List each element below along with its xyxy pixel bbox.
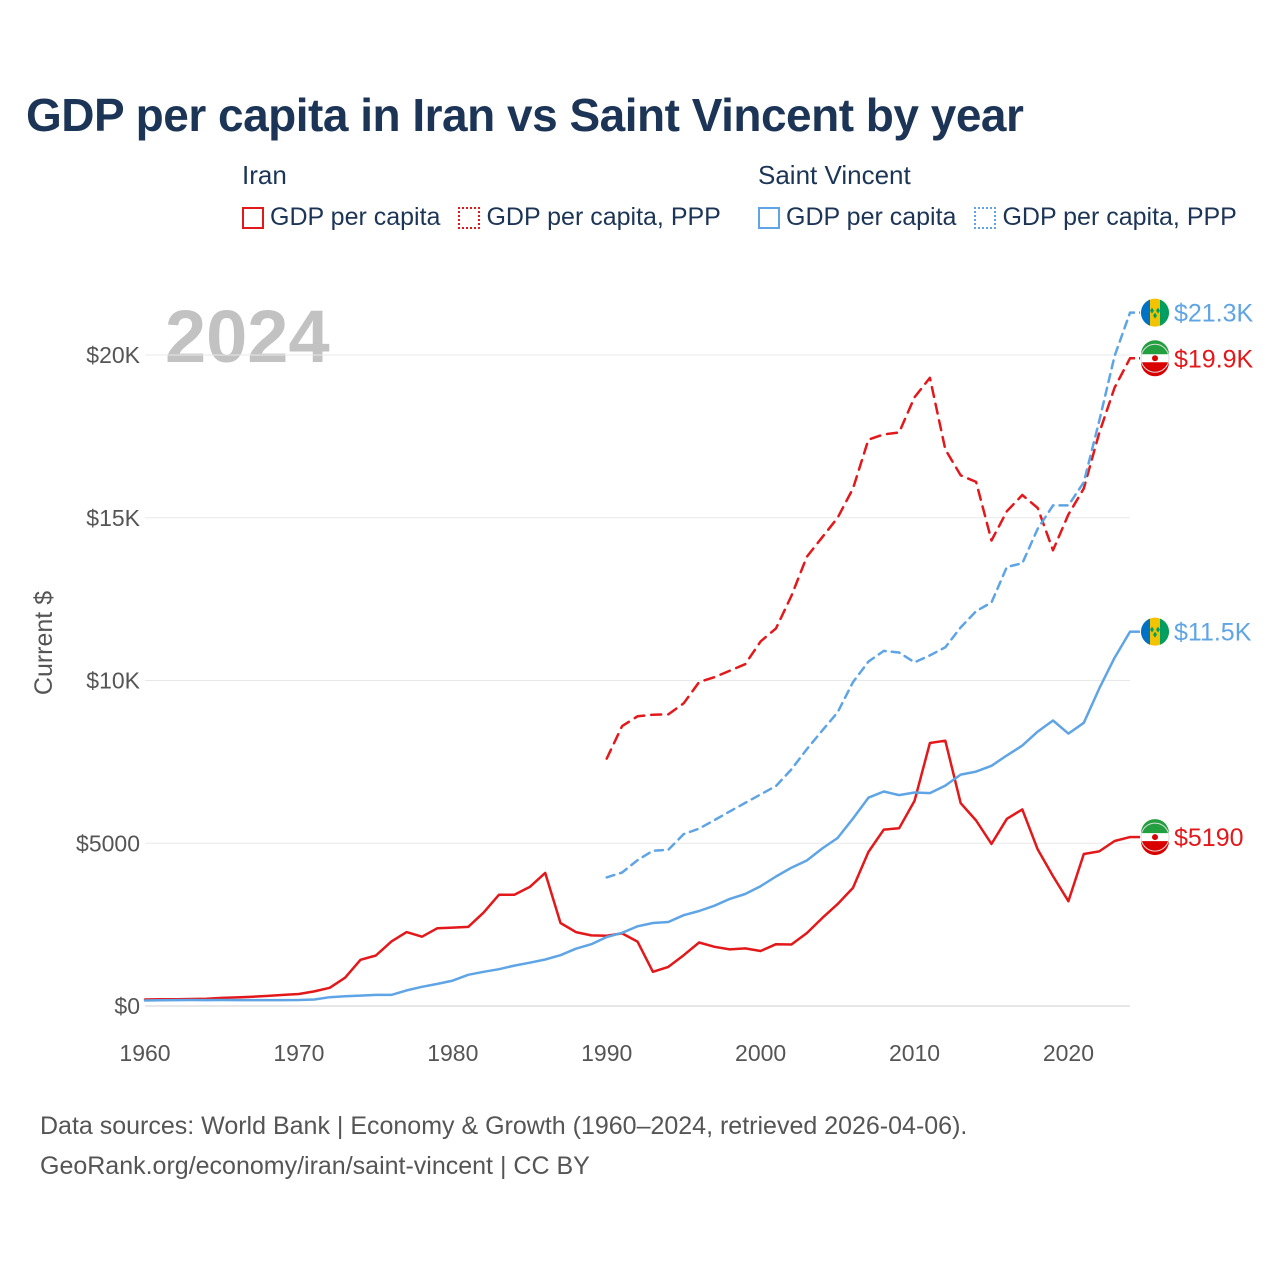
x-tick-label: 1960 bbox=[119, 1040, 170, 1066]
chart-title: GDP per capita in Iran vs Saint Vincent … bbox=[26, 89, 1024, 141]
legend-swatch-saint-vincent-gdp bbox=[758, 206, 780, 229]
series-line-iran-gdp-per-capita-ppp[interactable] bbox=[605, 357, 1132, 760]
tick-layer: $0 $5000 $10K $15K $20K 1960 1970 1980 1990 2000 2… bbox=[76, 342, 1094, 1066]
x-tick-label: 1990 bbox=[581, 1040, 632, 1066]
series-layer bbox=[143, 311, 1132, 1002]
y-tick-label: $0 bbox=[114, 993, 140, 1019]
x-tick-label: 2020 bbox=[1043, 1040, 1094, 1066]
y-tick-label: $20K bbox=[86, 342, 140, 368]
end-value-label: $19.9K bbox=[1174, 345, 1254, 373]
legend-item-iran-gdp[interactable]: GDP per capita bbox=[242, 203, 440, 232]
end-label-layer: $5190 $19.9K $11.5K $21.3K bbox=[1130, 298, 1254, 856]
legend-swatch-saint-vincent-gdp-ppp bbox=[974, 206, 997, 229]
footer: Data sources: World Bank | Economy & Gro… bbox=[40, 1106, 967, 1186]
y-tick-label: $15K bbox=[86, 505, 140, 531]
legend-country-iran: Iran bbox=[242, 160, 287, 190]
end-value-label: $11.5K bbox=[1174, 619, 1252, 647]
iran-flag-icon bbox=[1140, 340, 1170, 377]
legend-item-saint-vincent-gdp[interactable]: GDP per capita bbox=[758, 203, 956, 232]
series-line-iran-gdp-per-capita[interactable] bbox=[143, 739, 1132, 1001]
legend-country-saint-vincent: Saint Vincent bbox=[758, 160, 911, 190]
year-watermark: 2024 bbox=[165, 295, 330, 378]
y-axis-label: Current $ bbox=[30, 591, 58, 695]
y-tick-label: $5000 bbox=[76, 830, 140, 856]
legend-item-iran-gdp-ppp[interactable]: GDP per capita, PPP bbox=[458, 203, 721, 232]
legend-group-saint-vincent: Saint Vincent GDP per capita GDP per cap… bbox=[758, 160, 1237, 232]
legend-swatch-iran-gdp bbox=[242, 206, 264, 229]
legend-swatch-iran-gdp-ppp bbox=[458, 206, 481, 229]
legend-label-saint-vincent-gdp: GDP per capita bbox=[786, 203, 957, 231]
x-tick-label: 2000 bbox=[735, 1040, 786, 1066]
x-tick-label: 1970 bbox=[273, 1040, 324, 1066]
x-tick-label: 1980 bbox=[427, 1040, 478, 1066]
x-tick-label: 2010 bbox=[889, 1040, 940, 1066]
legend-group-iran: Iran GDP per capita GDP per capita, PPP bbox=[242, 160, 721, 232]
end-value-label: $21.3K bbox=[1174, 300, 1254, 328]
y-tick-label: $10K bbox=[86, 668, 140, 694]
grid-layer bbox=[145, 354, 1130, 1007]
end-value-label: $5190 bbox=[1174, 824, 1244, 852]
series-line-saint-vincent-gdp-per-capita-ppp[interactable] bbox=[605, 311, 1132, 879]
legend-label-saint-vincent-gdp-ppp: GDP per capita, PPP bbox=[1002, 203, 1237, 231]
saint-vincent-flag-icon bbox=[1141, 617, 1169, 646]
series-line-saint-vincent-gdp-per-capita[interactable] bbox=[143, 630, 1132, 1002]
footer-sources: Data sources: World Bank | Economy & Gro… bbox=[40, 1112, 968, 1140]
legend-label-iran-gdp: GDP per capita bbox=[270, 203, 441, 231]
legend-item-saint-vincent-gdp-ppp[interactable]: GDP per capita, PPP bbox=[974, 203, 1237, 232]
footer-link[interactable]: GeoRank.org/economy/iran/saint-vincent |… bbox=[40, 1152, 590, 1180]
iran-flag-icon bbox=[1140, 819, 1170, 856]
saint-vincent-flag-icon bbox=[1141, 298, 1169, 327]
legend-label-iran-gdp-ppp: GDP per capita, PPP bbox=[486, 203, 721, 231]
